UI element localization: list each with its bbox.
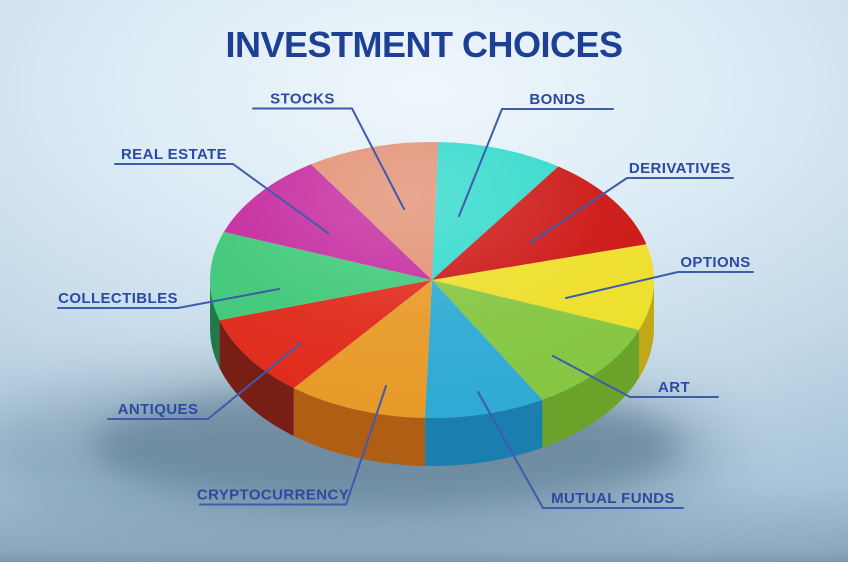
leader-line-collectibles	[57, 288, 280, 309]
slice-label-stocks: STOCKS	[270, 91, 335, 108]
pie-slice-side-art	[542, 329, 639, 448]
leader-line-bonds	[458, 108, 614, 217]
leader-line-art	[552, 355, 719, 398]
pie-slice-side-options	[638, 277, 654, 378]
slice-label-bonds: BONDS	[529, 91, 585, 108]
leader-line-antiques	[107, 342, 302, 420]
leader-line-cryptocurrency	[199, 385, 387, 506]
leader-line-derivatives	[529, 177, 734, 244]
leader-line-mutual-funds	[477, 391, 684, 509]
slice-label-real-estate: REAL ESTATE	[121, 146, 227, 163]
pie-highlight	[210, 142, 654, 418]
leader-line-real-estate	[114, 163, 329, 234]
pie-slice-side-mutual-funds	[425, 399, 543, 466]
slice-label-art: ART	[658, 379, 690, 396]
slice-label-antiques: ANTIQUES	[118, 401, 199, 418]
slice-label-mutual-funds: MUTUAL FUNDS	[551, 490, 675, 507]
slice-label-options: OPTIONS	[680, 254, 750, 271]
leader-line-stocks	[252, 107, 405, 210]
chart-title: INVESTMENT CHOICES	[225, 24, 623, 65]
leader-line-options	[565, 271, 754, 299]
pie-slice-side-cryptocurrency	[293, 387, 426, 466]
slice-label-cryptocurrency: CRYPTOCURRENCY	[197, 487, 349, 504]
slice-label-derivatives: DERIVATIVES	[629, 160, 731, 177]
slice-label-collectibles: COLLECTIBLES	[58, 290, 178, 307]
